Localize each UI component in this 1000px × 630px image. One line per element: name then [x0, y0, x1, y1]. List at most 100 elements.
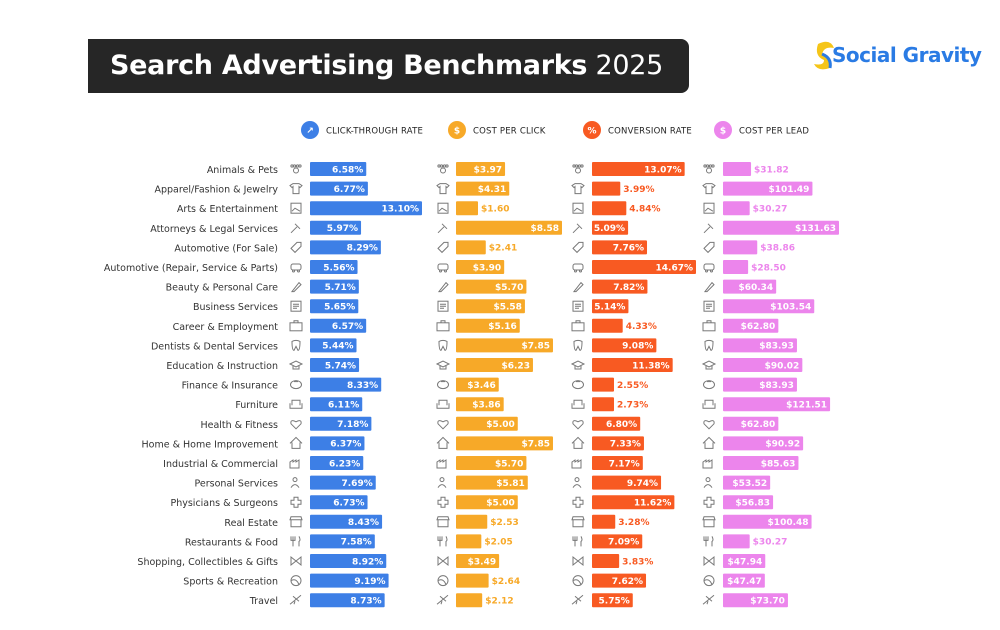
series-header-1: ↗ CLICK-THROUGH RATE [301, 121, 423, 139]
bar-2 [456, 573, 489, 588]
medical-cross-icon [572, 496, 584, 508]
row-12: Finance & Insurance 8.33% $3.46 2.55% $83.93 [182, 377, 797, 392]
value-label: 13.10% [382, 205, 420, 215]
value-label: $8.58 [531, 224, 559, 234]
row-17: Personal Services 7.69% $5.81 9.74% $53.52 [195, 475, 771, 490]
value-label: $5.58 [493, 303, 521, 313]
row-16: Industrial & Commercial 6.23% $5.70 7.17% $8… [163, 456, 799, 470]
bar-3 [592, 220, 629, 235]
bar-2 [456, 162, 506, 176]
series-name: CONVERSION RATE [608, 127, 692, 137]
title-main: Search Advertising Benchmarks [110, 50, 588, 81]
bar-1 [310, 456, 364, 470]
bar-2 [456, 475, 528, 490]
row-6: Automotive (Repair, Service & Parts) 5.56… [104, 260, 786, 274]
car-icon [572, 263, 584, 273]
piggy-bank-icon [572, 380, 584, 390]
bar-1 [310, 593, 385, 608]
bar-1 [310, 377, 382, 392]
value-label: 9.19% [354, 577, 385, 587]
value-label: $5.00 [486, 420, 514, 430]
value-label: $5.00 [486, 499, 514, 509]
category-label: Home & Home Improvement [142, 439, 279, 450]
bar-1 [310, 495, 368, 510]
series-header-4: $ COST PER LEAD [714, 121, 809, 139]
bar-4 [723, 299, 815, 314]
value-label: $31.82 [754, 165, 789, 175]
value-label: $90.92 [765, 440, 800, 450]
picture-icon [572, 202, 584, 214]
bar-1 [310, 318, 367, 333]
value-label: 7.62% [612, 577, 643, 587]
gift-bow-icon [437, 555, 449, 567]
bar-1 [310, 534, 375, 549]
bar-2 [456, 534, 482, 549]
value-label: 5.74% [325, 361, 356, 371]
bar-1 [310, 358, 360, 372]
heart-icon [290, 420, 302, 430]
value-label: 4.84% [629, 205, 660, 215]
title-year: 2025 [595, 50, 663, 81]
piggy-bank-icon [703, 380, 715, 390]
value-label: 8.33% [347, 381, 378, 391]
value-label: 9.08% [622, 342, 653, 352]
bar-4 [723, 554, 766, 568]
value-label: $47.47 [727, 577, 762, 587]
graduation-cap-icon [701, 360, 717, 370]
cursor-icon [301, 121, 319, 139]
price-tag-icon [703, 241, 715, 254]
bar-3 [592, 279, 648, 294]
graduation-cap-icon [288, 360, 304, 370]
bar-2 [456, 181, 510, 196]
briefcase-icon [571, 320, 585, 332]
value-label: 3.28% [618, 518, 649, 528]
piggy-bank-icon [437, 380, 449, 390]
bar-1 [310, 240, 381, 255]
gavel-icon [572, 223, 583, 234]
graduation-cap-icon [435, 360, 451, 370]
medical-cross-icon [290, 496, 302, 508]
category-label: Apparel/Fashion & Jewelry [155, 185, 279, 196]
person-icon [437, 477, 447, 488]
house-icon [571, 436, 585, 449]
value-label: $62.80 [741, 322, 776, 332]
graduation-cap-icon [570, 360, 586, 370]
value-label: 5.71% [325, 283, 356, 293]
category-label: Education & Instruction [166, 361, 278, 372]
value-label: $83.93 [759, 342, 794, 352]
row-2: Apparel/Fashion & Jewelry 6.77% $4.31 3.99%… [155, 181, 813, 196]
briefcase-icon [436, 320, 450, 332]
value-label: 5.14% [594, 303, 625, 313]
row-10: Dentists & Dental Services 5.44% $7.85 9.08… [151, 338, 797, 353]
tooth-icon [573, 339, 583, 351]
bar-3 [592, 260, 696, 274]
gavel-icon [703, 223, 714, 234]
bar-2 [456, 456, 527, 470]
gift-bow-icon [290, 555, 302, 567]
row-23: Travel 8.73% $2.12 5.75% $73.70 [249, 593, 788, 608]
value-label: $7.85 [522, 342, 550, 352]
row-18: Physicians & Surgeons 6.73% $5.00 11.62% $56… [170, 495, 774, 510]
bar-2 [456, 436, 553, 451]
category-label: Health & Fitness [200, 420, 278, 431]
bar-2 [456, 554, 500, 568]
percent-icon [583, 121, 601, 139]
category-label: Furniture [235, 400, 278, 411]
category-label: Automotive (For Sale) [174, 243, 278, 254]
row-1: Animals & Pets 6.58% $3.97 13.07% $31.82 [207, 162, 789, 176]
value-label: $2.41 [489, 244, 517, 254]
row-8: Business Services 5.65% $5.58 5.14% $103.54 [193, 299, 815, 314]
row-19: Real Estate 8.43% $2.53 3.28% $100.48 [224, 514, 812, 529]
bar-1 [310, 279, 359, 294]
row-21: Shopping, Collectibles & Gifts 8.92% $3.49… [137, 554, 766, 568]
person-icon [703, 477, 713, 488]
bar-1 [310, 475, 376, 490]
bar-2 [456, 220, 562, 235]
bar-1 [310, 416, 372, 431]
document-icon [703, 300, 715, 312]
value-label: 13.07% [644, 165, 682, 175]
house-icon [436, 436, 450, 449]
value-label: $53.52 [732, 479, 767, 489]
value-label: $5.70 [495, 459, 523, 469]
